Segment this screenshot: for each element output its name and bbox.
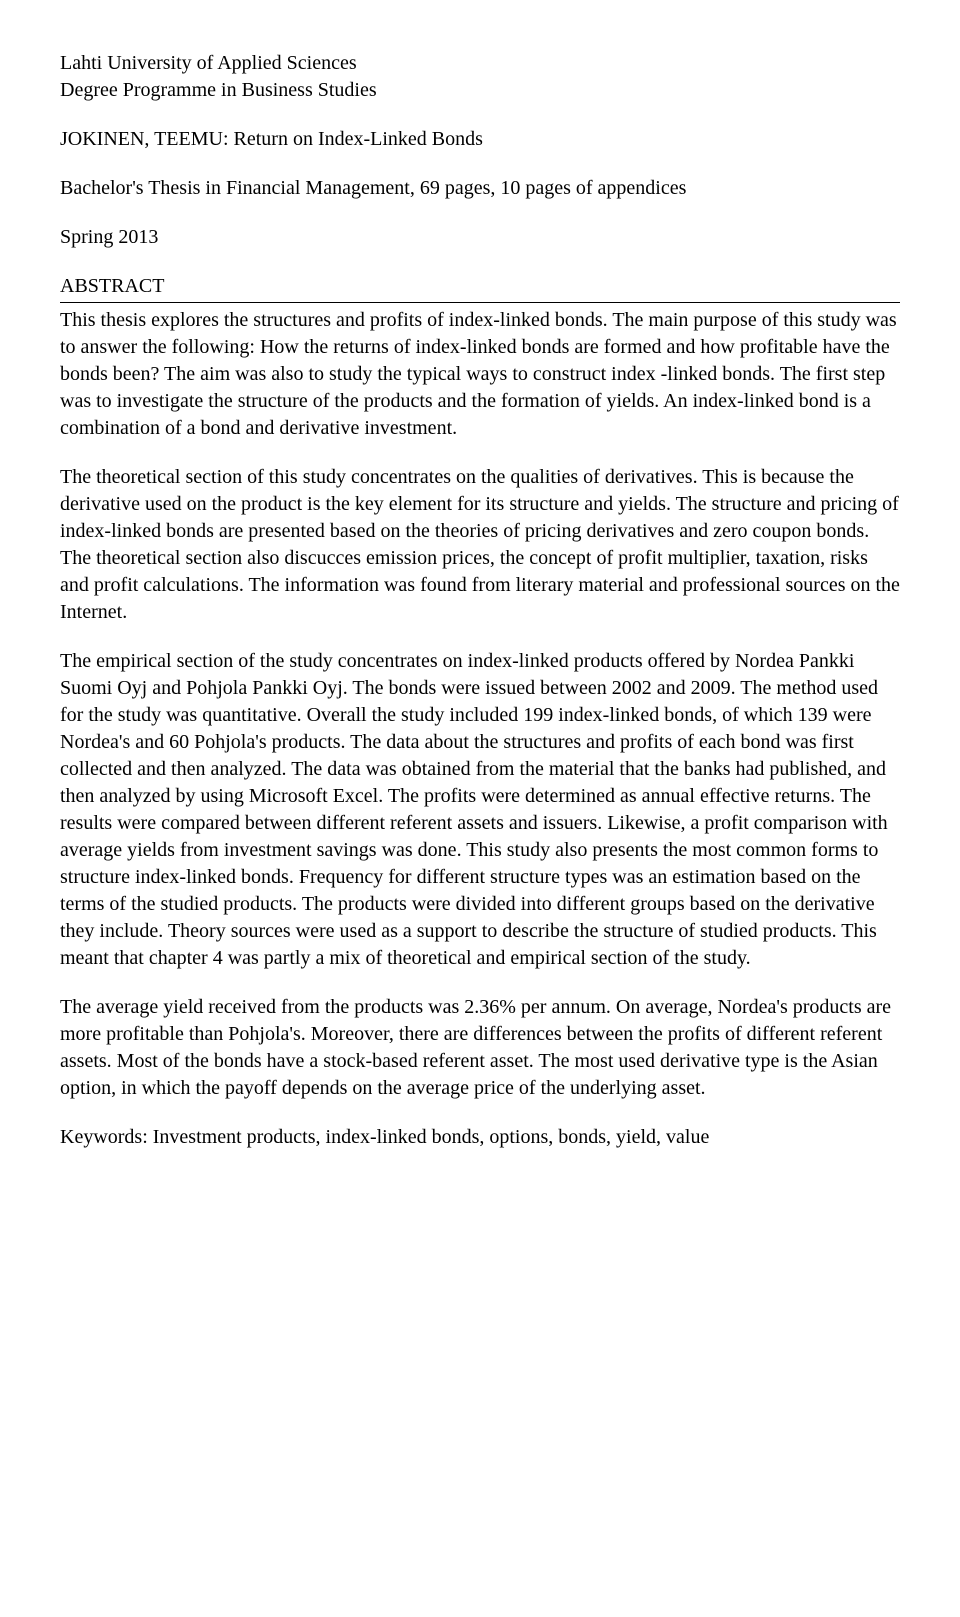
programme: Degree Programme in Business Studies bbox=[60, 77, 900, 104]
term: Spring 2013 bbox=[60, 224, 900, 251]
thesis-line: Bachelor's Thesis in Financial Managemen… bbox=[60, 175, 900, 202]
abstract-p2: The theoretical section of this study co… bbox=[60, 464, 900, 626]
abstract-p4: The average yield received from the prod… bbox=[60, 994, 900, 1102]
section-heading: ABSTRACT bbox=[60, 273, 900, 300]
abstract-p3: The empirical section of the study conce… bbox=[60, 648, 900, 972]
divider bbox=[60, 302, 900, 303]
institution: Lahti University of Applied Sciences bbox=[60, 50, 900, 77]
keywords: Keywords: Investment products, index-lin… bbox=[60, 1124, 900, 1151]
header-block: Lahti University of Applied Sciences Deg… bbox=[60, 50, 900, 104]
author-title: JOKINEN, TEEMU: Return on Index-Linked B… bbox=[60, 126, 900, 153]
abstract-p1: This thesis explores the structures and … bbox=[60, 307, 900, 442]
